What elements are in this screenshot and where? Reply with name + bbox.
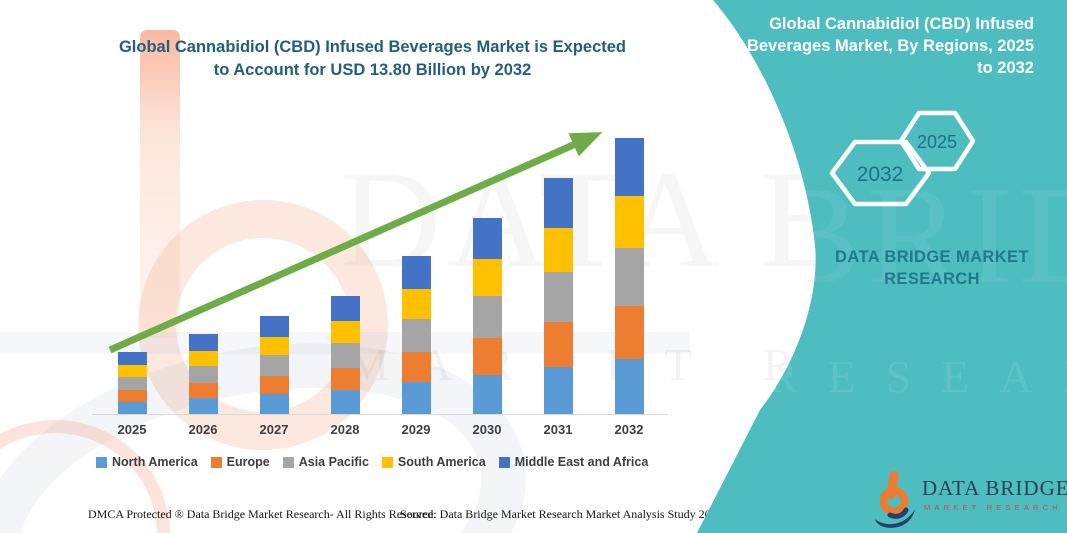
legend-swatch-icon [282,456,294,468]
bar-segment [117,376,147,390]
bar-segment [259,375,289,395]
year-hexagons: 2032 2025 [829,110,976,207]
bar-segment [543,366,573,414]
year-label-2028: 2028 [330,422,360,437]
bar-segment [330,320,360,344]
bar-segment [259,355,289,376]
panel-title: Global Cannabidiol (CBD) Infused Beverag… [704,13,1034,79]
chart-title-line1: Global Cannabidiol (CBD) Infused Beverag… [118,38,627,56]
bar-2029 [401,256,431,414]
bar-segment [543,227,573,273]
bar-2027 [259,316,289,414]
bar-segment [614,248,644,307]
bar-2026 [188,334,218,414]
bar-segment [117,389,147,402]
teal-ghost-text-secondary: MARKET RESEARCH [352,351,1067,402]
bar-segment [188,398,218,414]
dbmr-logo-mark-icon [875,471,915,528]
legend-label: Europe [226,455,270,469]
bar-segment [472,218,502,260]
bar-2030 [472,218,502,414]
footer-dmca: DMCA Protected ® Data Bridge Market Rese… [88,507,437,521]
brand-text: DATA BRIDGE MARKET RESEARCH [835,248,1029,288]
bar-segment [188,366,218,383]
legend-label: South America [397,455,486,469]
bar-segment [259,336,289,356]
bar-2025 [117,352,147,414]
trend-arrow-icon [108,132,603,354]
bar-segment [330,368,360,391]
legend-swatch-icon [210,456,222,468]
legend-swatch-icon [96,456,107,468]
bar-2031 [543,178,573,414]
bar-segment [614,358,644,414]
panel-title-line2: Beverages Market, By Regions, 2025 [746,37,1034,55]
chart-title: Global Cannabidiol (CBD) Infused Beverag… [75,36,670,82]
bar-segment [543,272,573,322]
dbmr-logo-tagline: MARKET RESEARCH [924,503,1062,512]
bar-segment [117,365,147,377]
bar-segment [614,196,644,249]
year-label-2030: 2030 [472,422,502,437]
bar-segment [472,337,502,375]
year-label-2031: 2031 [543,422,573,437]
hexagon-2032-label: 2032 [857,163,904,186]
bar-segment [330,390,360,414]
bar-segment [188,334,218,351]
hexagon-2032 [829,139,932,207]
bar-segment [330,296,360,321]
legend-label: Asia Pacific [298,455,369,469]
year-label-2025: 2025 [117,422,147,437]
bar-segment [401,382,431,414]
chart-title-line2: to Account for USD 13.80 Billion by 2032 [213,61,532,79]
bar-segment [117,401,147,414]
bar-segment [188,350,218,366]
bar-segment [543,322,573,367]
legend-swatch-icon [498,456,510,468]
dbmr-logo-name: DATA BRIDGE [922,476,1067,500]
legend-swatch-icon [381,456,393,468]
dbmr-logo: DATA BRIDGE MARKET RESEARCH [872,468,1067,530]
legend-item: Middle East and Africa [498,455,649,469]
bar-segment [259,316,289,337]
bar-segment [401,319,431,353]
bar-segment [330,343,360,368]
legend-label: Middle East and Africa [514,455,649,469]
x-axis-line [92,414,668,415]
bar-segment [614,138,644,196]
bar-2028 [330,296,360,414]
bar-segment [117,352,147,365]
panel-title-line1: Global Cannabidiol (CBD) Infused [769,15,1034,33]
bar-segment [543,178,573,228]
bar-segment [401,256,431,290]
bar-segment [259,394,289,414]
legend-item: South America [381,455,486,469]
legend-item: Asia Pacific [282,455,369,469]
hexagon-2025-label: 2025 [917,132,957,152]
bar-segment [472,374,502,414]
year-label-2026: 2026 [188,422,218,437]
panel-title-line3: to 2032 [977,59,1034,77]
year-label-2032: 2032 [614,422,644,437]
legend-item: Europe [210,455,270,469]
legend-item: North America [96,455,198,469]
footer-source: Source: Data Bridge Market Research Mark… [400,507,723,521]
bar-segment [401,352,431,383]
year-label-2027: 2027 [259,422,289,437]
year-label-2029: 2029 [401,422,431,437]
bar-segment [614,306,644,359]
hexagon-2025 [898,110,976,172]
bar-2032 [614,138,644,414]
chart-legend: North America Europe Asia Pacific South Ame… [96,455,648,469]
legend-label: North America [112,455,198,469]
bar-segment [188,382,218,398]
bar-segment [401,289,431,320]
bar-segment [472,296,502,338]
bar-segment [472,259,502,297]
